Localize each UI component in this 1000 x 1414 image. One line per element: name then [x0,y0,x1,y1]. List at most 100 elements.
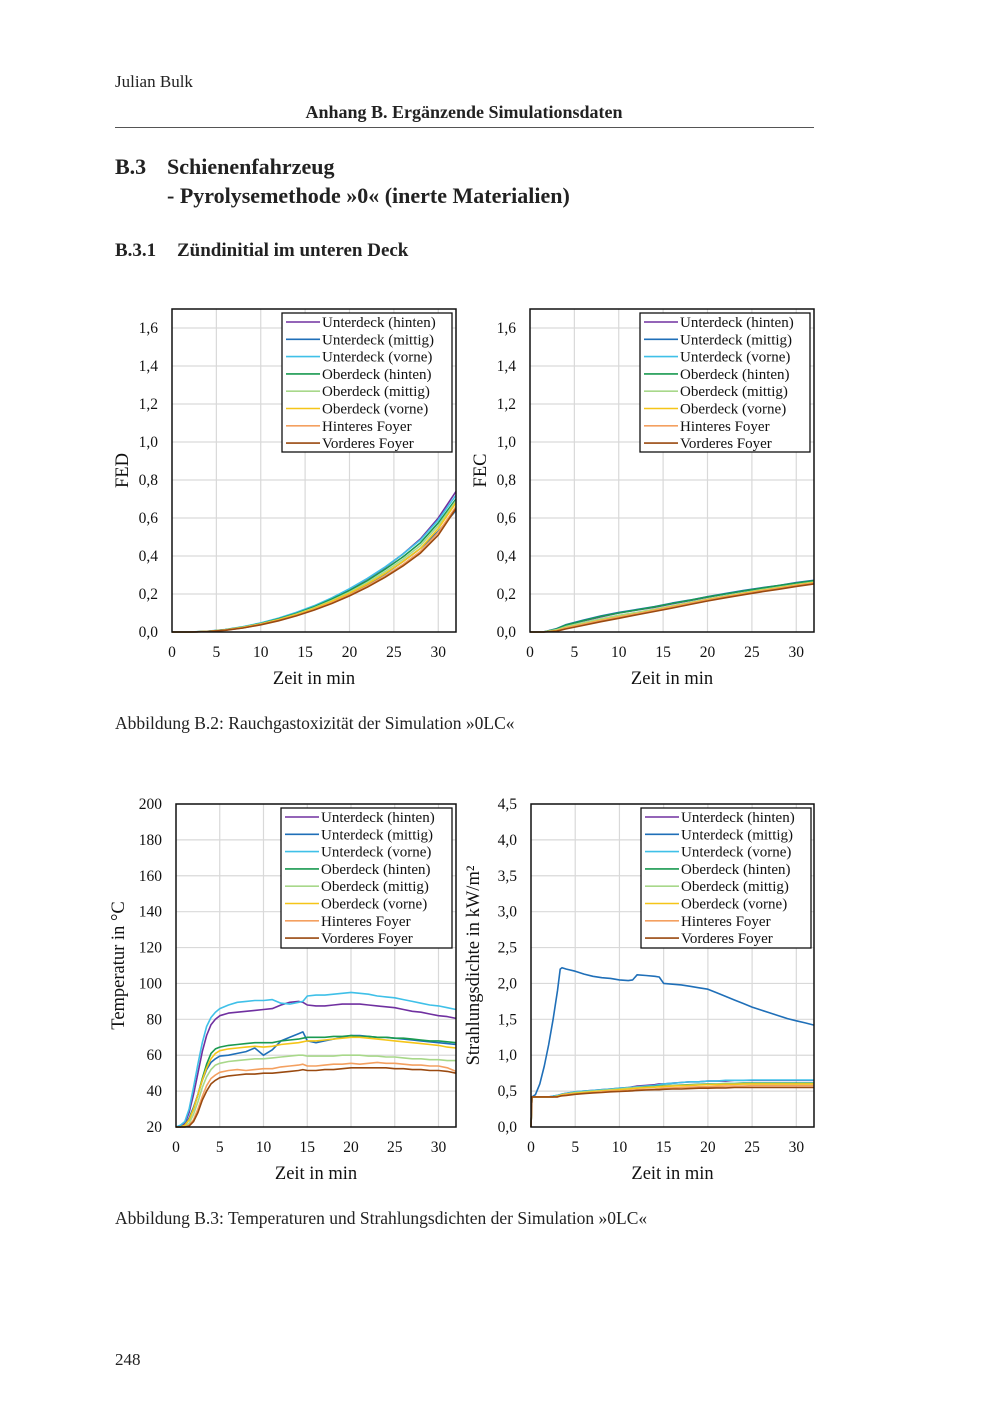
legend-label: Oberdeck (vorne) [322,402,428,418]
header-rule [115,127,814,128]
y-tick-label: 3,0 [498,904,518,921]
x-axis-label: Zeit in min [631,669,713,689]
legend-box [639,312,811,453]
x-tick-label: 15 [297,644,313,661]
legend-label: Vorderes Foyer [680,436,772,452]
x-tick-label: 5 [213,644,221,661]
y-tick-label: 1,2 [139,396,158,413]
legend-label: Vorderes Foyer [681,931,773,947]
legend-label: Oberdeck (mittig) [321,879,429,895]
legend-label: Oberdeck (hinten) [322,367,432,383]
y-tick-label: 120 [139,940,163,957]
x-tick-label: 20 [700,1139,716,1156]
y-tick-label: 4,0 [498,832,518,849]
x-tick-label: 20 [700,644,716,661]
x-tick-label: 15 [300,1139,316,1156]
x-tick-label: 10 [611,644,627,661]
y-tick-label: 0,4 [497,548,517,565]
legend-label: Unterdeck (mittig) [680,332,792,348]
y-tick-label: 0,6 [497,510,517,527]
y-tick-label: 0,8 [497,472,517,489]
y-axis-label: Temperatur in °C [109,901,129,1029]
legend-label: Oberdeck (vorne) [681,897,787,913]
series-line [176,1067,457,1128]
y-axis-label: FED [113,453,133,488]
y-tick-label: 3,5 [498,868,518,885]
section-title-line2: - Pyrolysemethode »0« (inerte Materialie… [167,183,570,208]
plot-frame [171,308,457,633]
legend-label: Unterdeck (hinten) [681,810,795,826]
x-tick-label: 0 [527,1139,535,1156]
x-tick-label: 0 [172,1139,180,1156]
series-line [530,966,815,1128]
x-tick-label: 15 [656,1139,672,1156]
y-tick-label: 140 [139,904,163,921]
legend-label: Unterdeck (vorne) [681,845,791,861]
x-tick-label: 25 [387,1139,403,1156]
legend-label: Oberdeck (mittig) [681,879,789,895]
subsection-title: Zündinitial im unteren Deck [177,240,409,261]
legend-label: Hinteres Foyer [681,914,771,930]
legend-label: Hinteres Foyer [321,914,411,930]
x-axis-label: Zeit in min [275,1164,357,1184]
legend-label: Unterdeck (hinten) [322,315,436,331]
x-axis-label: Zeit in min [631,1164,713,1184]
series-line [175,991,457,1128]
y-tick-label: 1,6 [139,320,159,337]
running-header-title: Anhang B. Ergänzende Simulationsdaten [305,102,623,122]
legend-label: Oberdeck (vorne) [321,897,427,913]
legend-label: Vorderes Foyer [321,931,413,947]
legend-label: Unterdeck (vorne) [321,845,431,861]
x-tick-label: 5 [571,644,579,661]
legend-label: Oberdeck (mittig) [680,384,788,400]
y-tick-label: 2,0 [498,975,518,992]
y-tick-label: 200 [139,796,163,813]
y-tick-label: 0,0 [498,1119,518,1136]
legend-label: Unterdeck (mittig) [321,827,433,843]
y-tick-label: 2,5 [498,940,518,957]
y-tick-label: 1,5 [498,1011,518,1028]
series-line [172,508,457,633]
plot-frame [530,803,815,1128]
running-header-author: Julian Bulk [115,72,193,91]
legend-label: Oberdeck (hinten) [321,862,431,878]
x-tick-label: 30 [789,1139,805,1156]
x-tick-label: 30 [431,644,447,661]
legend-label: Oberdeck (hinten) [681,862,791,878]
series-line [530,579,815,633]
x-tick-label: 0 [168,644,176,661]
legend-label: Unterdeck (hinten) [321,810,435,826]
figure-caption-b2: Abbildung B.2: Rauchgastoxizität der Sim… [115,713,515,733]
x-tick-label: 5 [216,1139,224,1156]
x-tick-label: 0 [526,644,534,661]
y-tick-label: 0,6 [139,510,159,527]
y-tick-label: 0,8 [139,472,159,489]
legend-box [640,807,812,949]
y-tick-label: 0,4 [139,548,159,565]
x-tick-label: 25 [744,1139,760,1156]
x-tick-label: 5 [571,1139,579,1156]
section-heading: B.3 Schienenfahrzeug - Pyrolysemethode »0… [115,152,570,210]
y-tick-label: 1,0 [498,1047,518,1064]
legend-label: Unterdeck (hinten) [680,315,794,331]
x-tick-label: 10 [256,1139,272,1156]
x-tick-label: 15 [655,644,671,661]
plot-frame [529,308,815,633]
series-line [176,1036,457,1128]
legend-label: Hinteres Foyer [322,419,412,435]
series-line [176,1000,457,1128]
x-tick-label: 30 [789,644,805,661]
x-tick-label: 10 [253,644,269,661]
legend-box [280,807,453,949]
y-tick-label: 180 [139,832,163,849]
y-tick-label: 1,6 [497,320,517,337]
legend-label: Unterdeck (mittig) [681,827,793,843]
y-tick-label: 1,4 [497,358,517,375]
legend-label: Hinteres Foyer [680,419,770,435]
legend-label: Oberdeck (hinten) [680,367,790,383]
y-tick-label: 0,5 [498,1083,518,1100]
y-tick-label: 100 [139,975,163,992]
